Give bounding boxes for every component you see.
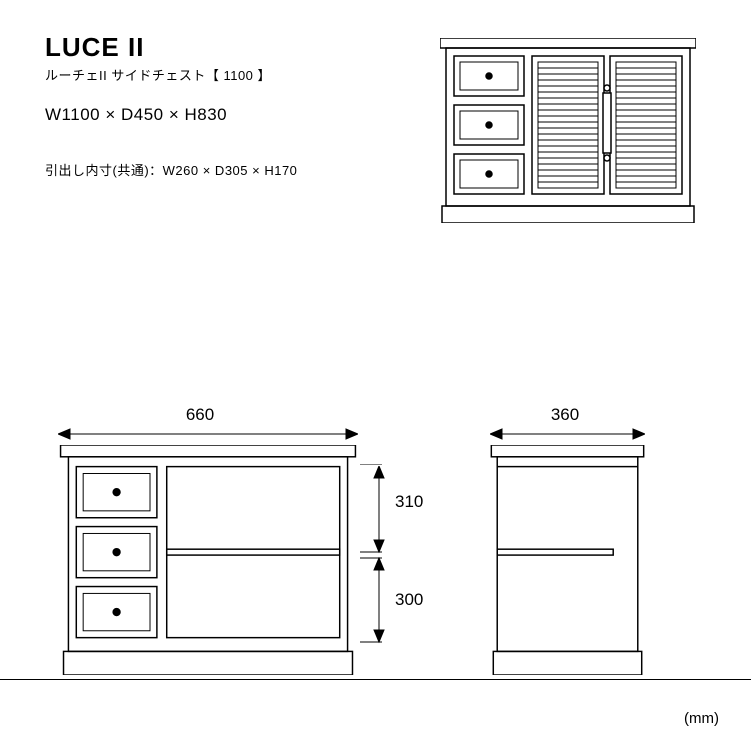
dimension-300-label: 300 [395, 590, 423, 610]
drawer-dimensions: 引出し内寸(共通)：W260 × D305 × H170 [45, 160, 297, 179]
dimension-arrow-360 [490, 425, 645, 443]
dimension-caps [360, 464, 382, 660]
dimension-arrow-660 [58, 425, 358, 443]
product-title: LUCE II [45, 32, 144, 63]
ground-line [0, 679, 751, 680]
interior-view-illustration [58, 445, 358, 675]
front-view-illustration [440, 38, 696, 223]
side-view-illustration [490, 445, 645, 675]
dimension-360-label: 360 [500, 405, 630, 425]
dimension-310-label: 310 [395, 492, 423, 512]
overall-dimensions: W1100 × D450 × H830 [45, 105, 227, 125]
dimension-660-label: 660 [100, 405, 300, 425]
unit-label: (mm) [684, 710, 719, 727]
product-subtitle: ルーチェII サイドチェスト【 1100 】 [45, 65, 271, 84]
